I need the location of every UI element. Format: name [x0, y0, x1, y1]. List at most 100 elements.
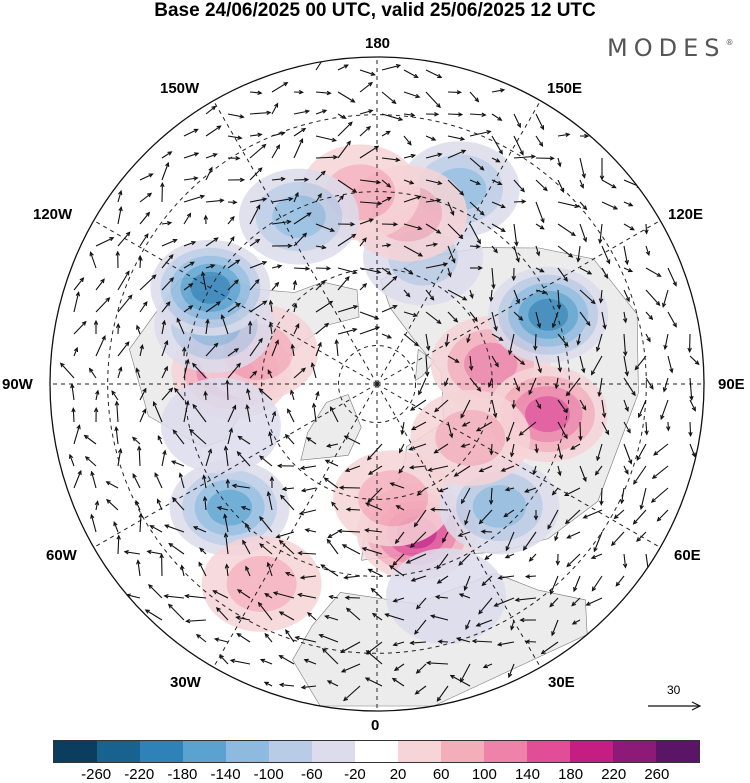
wind-head [504, 554, 510, 559]
wind-arrow [535, 223, 545, 230]
wind-head [500, 467, 506, 472]
wind-head [596, 456, 601, 462]
wind-shaft [164, 595, 185, 599]
wind-arrow [381, 63, 402, 71]
wind-shaft [557, 465, 561, 476]
wind-shaft [403, 289, 411, 297]
colorbar-swatch-5 [269, 741, 312, 762]
wind-head [143, 301, 148, 307]
wind-shaft [293, 110, 309, 115]
wind-head [507, 672, 513, 679]
wind-head [563, 491, 570, 497]
wind-head [266, 561, 271, 567]
wind-head [622, 318, 628, 324]
wind-head [494, 362, 499, 368]
wind-shaft [307, 612, 317, 621]
wind-head [474, 97, 480, 103]
wind-head [563, 341, 569, 347]
wind-head [71, 407, 76, 413]
wind-arrow [192, 526, 207, 533]
wind-arrow [504, 553, 515, 559]
wind-head [132, 473, 137, 479]
wind-arrow [227, 215, 235, 225]
wind-arrow [216, 506, 229, 511]
wind-head [157, 434, 162, 441]
wind-shaft [476, 421, 493, 432]
wind-arrow [489, 443, 494, 456]
wind-head [660, 414, 665, 421]
wind-head [149, 525, 155, 530]
wind-shaft [371, 588, 383, 599]
wind-arrow [264, 632, 273, 643]
wind-arrow [687, 333, 692, 353]
wind-arrow [266, 490, 273, 511]
wind-arrow [205, 264, 216, 269]
wind-shaft [392, 678, 405, 687]
wind-arrow [651, 465, 669, 479]
wind-arrow [388, 565, 405, 577]
wind-arrow [549, 597, 559, 608]
wind-arrow [183, 283, 194, 291]
wind-arrow [468, 355, 474, 372]
wind-shaft [403, 113, 415, 116]
colorbar-tick: -20 [344, 766, 366, 783]
wind-head [584, 133, 590, 139]
wind-shaft [157, 435, 163, 445]
wind-arrow [205, 105, 217, 115]
wind-arrow [160, 181, 165, 203]
wind-arrow [482, 663, 493, 669]
wind-arrow [359, 125, 372, 137]
wind-shaft [623, 245, 628, 265]
wind-head [576, 257, 581, 263]
wind-head [213, 237, 219, 242]
wind-head [519, 150, 524, 156]
wind-arrow [292, 302, 298, 313]
wind-shaft [611, 531, 625, 546]
wind-shaft [293, 128, 306, 137]
wind-head [136, 445, 142, 451]
wind-arrow [343, 435, 361, 445]
wind-shaft [264, 681, 273, 687]
wind-arrow [171, 496, 185, 511]
wind-head [687, 347, 692, 353]
wind-arrow [433, 443, 449, 454]
wind-shaft [623, 377, 636, 396]
wind-shaft [205, 237, 219, 247]
wind-shaft [623, 465, 629, 474]
wind-head [598, 238, 603, 245]
wind-arrow [594, 465, 603, 476]
wind-head [392, 275, 398, 281]
wind-arrow [667, 267, 677, 287]
wind-head [247, 320, 253, 326]
wind-shaft [337, 91, 355, 103]
wind-head [219, 654, 224, 660]
wind-shaft [193, 526, 207, 533]
wind-head [344, 595, 350, 600]
wind-arrow [403, 311, 419, 318]
wind-shaft [557, 333, 569, 347]
wind-arrow [203, 214, 209, 225]
wind-head [392, 561, 398, 566]
wind-arrow [117, 294, 133, 313]
wind-arrow [535, 135, 544, 147]
wind-arrow [293, 367, 306, 379]
wind-shaft [337, 64, 349, 71]
wind-head [322, 109, 328, 114]
wind-arrow [535, 156, 555, 161]
wind-shaft [464, 509, 471, 525]
wind-head [326, 90, 332, 96]
wind-arrow [117, 366, 123, 379]
label-180: 180 [365, 35, 391, 52]
wind-head [261, 143, 267, 149]
wind-arrow [227, 135, 243, 140]
wind-shaft [623, 421, 631, 433]
wind-arrow [403, 179, 415, 185]
wind-arrow [293, 137, 304, 159]
wind-arrow [381, 197, 392, 203]
wind-arrow [403, 153, 417, 159]
wind-head [460, 499, 466, 505]
wind-shaft [535, 135, 543, 147]
wind-arrow [337, 233, 357, 247]
wind-arrow [330, 406, 339, 423]
wind-shaft [337, 234, 356, 247]
